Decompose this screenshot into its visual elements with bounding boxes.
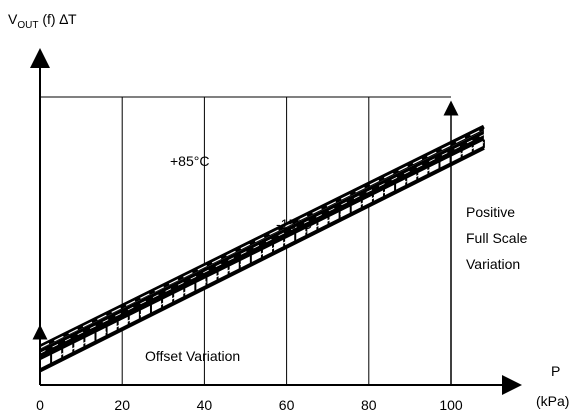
y-axis-label-rest: (f) ∆T [38,11,77,27]
y-axis-label-sub: OUT [17,20,38,31]
y-axis-label-main: V [8,11,18,27]
y-axis-label: VOUT (f) ∆T [8,11,77,31]
band-core [40,130,484,360]
x-axis-label-p: P [551,363,560,379]
x-tick-label-40: 40 [197,397,213,413]
band-upper-dash [39,128,485,349]
x-tick-label-60: 60 [279,397,295,413]
x-axis-label-unit: (kPa) [536,393,569,409]
x-tick-labels: 0 20 40 60 80 100 [36,397,463,413]
band-lower-edge [39,146,485,373]
hot-temp-label: +85°C [170,153,209,169]
full-scale-label-line3: Variation [466,256,520,272]
offset-variation-label: Offset Variation [145,348,240,364]
band-lower-inner-dash [39,141,485,366]
x-tick-label-20: 20 [114,397,130,413]
x-tick-label-0: 0 [36,397,44,413]
full-scale-label-line1: Positive [466,204,515,220]
x-tick-label-80: 80 [361,397,377,413]
output-band [39,124,485,373]
cold-temp-label: -15°C [276,216,312,232]
x-tick-label-100: 100 [439,397,463,413]
full-scale-label-line2: Full Scale [466,230,528,246]
